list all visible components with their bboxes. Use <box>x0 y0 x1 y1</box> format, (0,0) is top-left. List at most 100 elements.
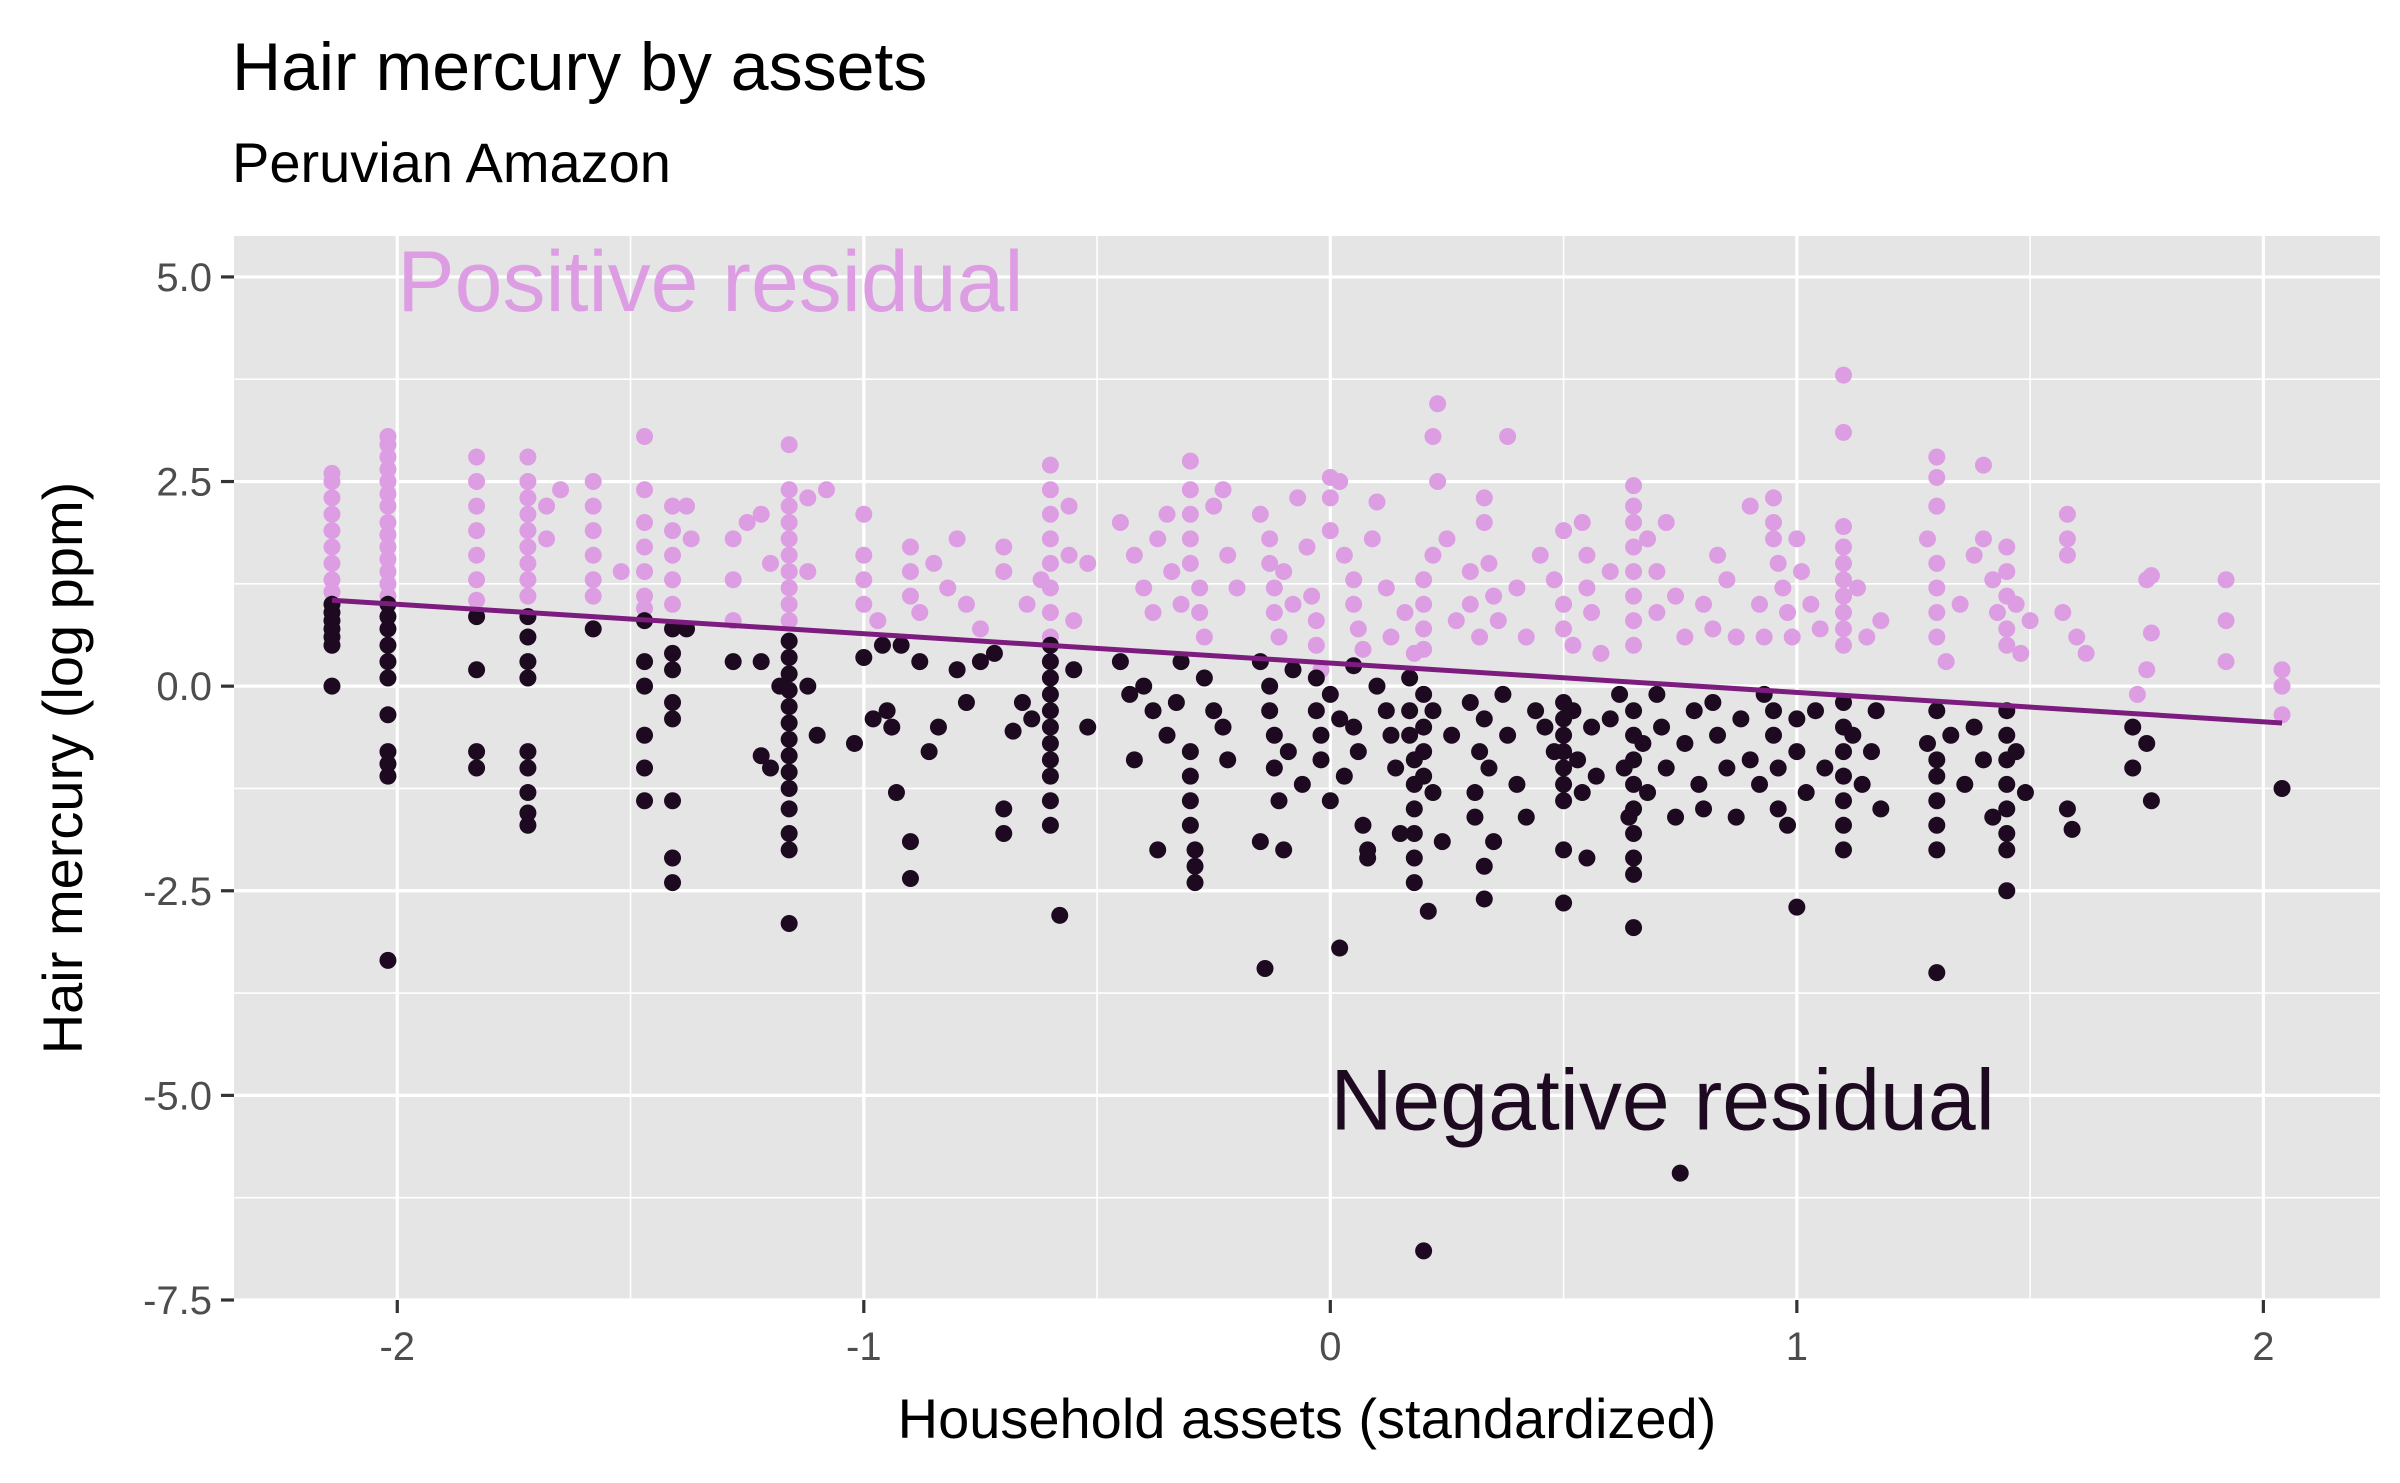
negative-residual-point <box>1517 808 1535 826</box>
positive-residual-point <box>1349 620 1367 638</box>
positive-residual-point <box>664 497 682 515</box>
positive-residual-point <box>1545 571 1563 589</box>
positive-residual-point <box>1251 505 1269 523</box>
negative-residual-point <box>1872 800 1890 818</box>
negative-residual-point <box>1307 669 1325 687</box>
negative-residual-point <box>1065 661 1083 679</box>
positive-residual-point <box>1625 477 1643 495</box>
negative-residual-point <box>1741 751 1759 769</box>
positive-residual-point <box>323 505 341 523</box>
positive-residual-point <box>1135 579 1153 597</box>
negative-residual-point <box>664 661 682 679</box>
positive-residual-point <box>925 554 943 572</box>
positive-residual-point <box>379 436 397 454</box>
negative-residual-point <box>1261 677 1279 695</box>
negative-residual-point <box>1928 816 1946 834</box>
negative-residual-point <box>1956 775 1974 793</box>
positive-residual-point <box>1765 513 1783 531</box>
negative-residual-point <box>1405 849 1423 867</box>
negative-residual-point <box>762 759 779 777</box>
negative-residual-point <box>2058 800 2076 818</box>
positive-residual-point <box>1345 571 1363 589</box>
negative-residual-point <box>1415 1242 1433 1260</box>
positive-residual-point <box>780 497 798 515</box>
negative-residual-point <box>1942 726 1960 744</box>
positive-residual-label: Positive residual <box>397 234 1023 330</box>
negative-residual-point <box>1041 718 1059 736</box>
negative-residual-point <box>1149 841 1167 859</box>
negative-residual-point <box>1158 726 1176 744</box>
negative-residual-point <box>1382 726 1400 744</box>
positive-residual-point <box>379 497 397 515</box>
negative-residual-point <box>2273 779 2291 797</box>
plot-panel <box>234 236 2380 1300</box>
positive-residual-point <box>1415 595 1433 613</box>
positive-residual-point <box>1284 595 1302 613</box>
negative-residual-point <box>1321 792 1339 810</box>
positive-residual-point <box>519 473 537 491</box>
negative-residual-point <box>1928 751 1946 769</box>
positive-residual-point <box>995 563 1013 581</box>
negative-residual-point <box>780 730 798 748</box>
y-tick-label: 5.0 <box>156 256 212 300</box>
negative-residual-point <box>1415 767 1433 785</box>
positive-residual-point <box>1998 563 2016 581</box>
positive-residual-point <box>1727 628 1745 646</box>
positive-residual-point <box>855 571 873 589</box>
negative-residual-point <box>2138 734 2156 752</box>
positive-residual-point <box>519 505 537 523</box>
negative-residual-point <box>1835 792 1852 810</box>
negative-residual-point <box>1867 702 1885 720</box>
negative-residual-point <box>1401 702 1419 720</box>
negative-residual-point <box>1251 653 1269 671</box>
negative-residual-point <box>1424 702 1442 720</box>
negative-residual-point <box>1471 743 1489 761</box>
negative-residual-point <box>883 718 901 736</box>
positive-residual-point <box>1303 587 1321 605</box>
negative-residual-point <box>1862 743 1880 761</box>
negative-residual-point <box>1219 751 1237 769</box>
positive-residual-point <box>1835 636 1852 654</box>
positive-residual-point <box>1289 489 1307 507</box>
positive-residual-point <box>1111 513 1129 531</box>
negative-residual-point <box>1639 784 1657 802</box>
negative-residual-point <box>1181 767 1199 785</box>
negative-residual-point <box>379 608 397 626</box>
negative-residual-point <box>780 841 798 859</box>
positive-residual-point <box>1755 628 1773 646</box>
positive-residual-point <box>752 505 770 523</box>
positive-residual-point <box>1331 473 1349 491</box>
x-tick-label: -2 <box>379 1325 415 1369</box>
positive-residual-point <box>1018 595 1036 613</box>
positive-residual-point <box>636 538 654 556</box>
negative-residual-point <box>864 710 882 728</box>
positive-residual-point <box>1769 554 1787 572</box>
negative-residual-point <box>1727 808 1745 826</box>
positive-residual-point <box>1415 620 1433 638</box>
positive-residual-point <box>584 587 602 605</box>
negative-residual-point <box>1079 718 1097 736</box>
negative-residual-point <box>1307 702 1325 720</box>
negative-residual-point <box>855 649 873 667</box>
positive-residual-point <box>901 587 919 605</box>
negative-residual-point <box>1611 685 1629 703</box>
negative-residual-point <box>323 677 341 695</box>
positive-residual-point <box>780 579 798 597</box>
negative-residual-point <box>1667 808 1685 826</box>
positive-residual-point <box>869 612 887 630</box>
negative-residual-point <box>519 669 537 687</box>
positive-residual-point <box>1998 538 2016 556</box>
negative-residual-point <box>1928 702 1946 720</box>
negative-residual-point <box>1816 759 1834 777</box>
negative-residual-point <box>780 681 798 699</box>
negative-residual-point <box>957 694 975 712</box>
negative-residual-point <box>1625 849 1643 867</box>
negative-residual-point <box>1041 685 1059 703</box>
negative-residual-point <box>1368 677 1386 695</box>
negative-residual-point <box>1312 726 1330 744</box>
negative-residual-point <box>1555 759 1573 777</box>
positive-residual-point <box>2217 571 2235 589</box>
negative-residual-point <box>1041 669 1059 687</box>
negative-residual-point <box>1634 734 1652 752</box>
positive-residual-point <box>1181 530 1199 548</box>
